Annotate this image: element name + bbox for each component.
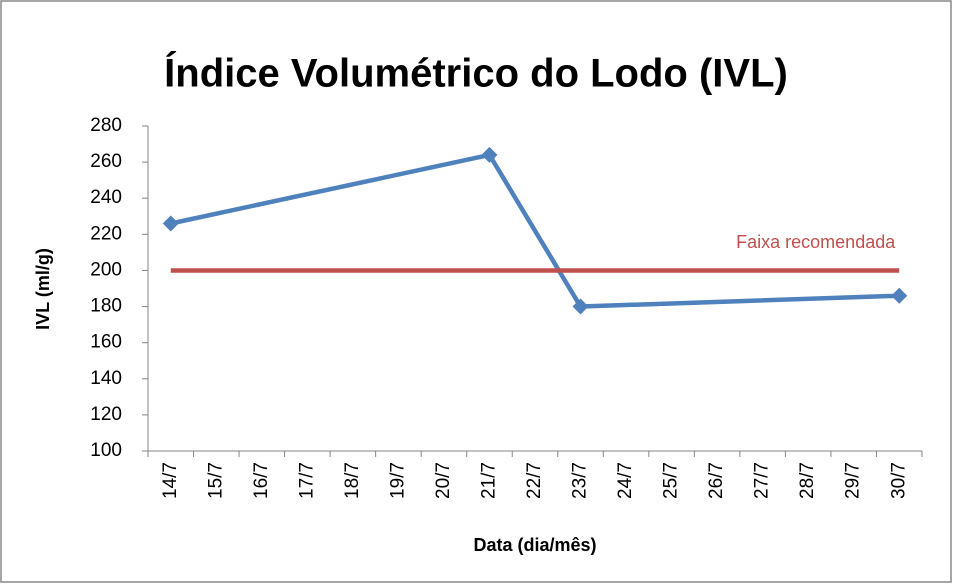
y-tick-label: 240 — [90, 187, 122, 208]
x-tick-label: 25/7 — [661, 462, 682, 499]
x-tick-label: 15/7 — [205, 462, 226, 499]
series-label: Faixa recomendada — [736, 232, 896, 252]
x-axis-title: Data (dia/mês) — [473, 535, 596, 555]
x-tick-label: 16/7 — [251, 462, 272, 499]
y-tick-label: 120 — [90, 404, 122, 425]
data-point — [162, 215, 179, 232]
y-tick-label: 280 — [90, 115, 122, 136]
data-point — [891, 287, 908, 304]
data-point — [572, 298, 589, 315]
y-tick-label: 200 — [90, 259, 122, 280]
x-tick-label: 18/7 — [342, 462, 363, 499]
x-tick-label: 29/7 — [843, 462, 864, 499]
x-tick-label: 14/7 — [160, 462, 181, 499]
x-tick-label: 20/7 — [433, 462, 454, 499]
x-tick-label: 19/7 — [387, 462, 408, 499]
y-tick-label: 140 — [90, 368, 122, 389]
y-tick-label: 220 — [90, 223, 122, 244]
x-tick-label: 26/7 — [706, 462, 727, 499]
y-tick-label: 100 — [90, 440, 122, 461]
data-point — [481, 146, 498, 163]
x-tick-label: 28/7 — [797, 462, 818, 499]
y-tick-label: 260 — [90, 151, 122, 172]
y-tick-label: 180 — [90, 296, 122, 317]
series-line — [170, 152, 900, 309]
x-tick-label: 21/7 — [478, 462, 499, 499]
chart-title: Índice Volumétrico do Lodo (IVL) — [164, 51, 788, 96]
x-tick-label: 24/7 — [615, 462, 636, 499]
x-tick-label: 30/7 — [888, 462, 909, 499]
y-tick-label: 160 — [90, 332, 122, 353]
y-axis-title: IVL (ml/g) — [33, 248, 53, 330]
x-tick-label: 17/7 — [296, 462, 317, 499]
x-tick-label: 27/7 — [752, 462, 773, 499]
x-tick-label: 23/7 — [570, 462, 591, 499]
x-tick-label: 22/7 — [524, 462, 545, 499]
